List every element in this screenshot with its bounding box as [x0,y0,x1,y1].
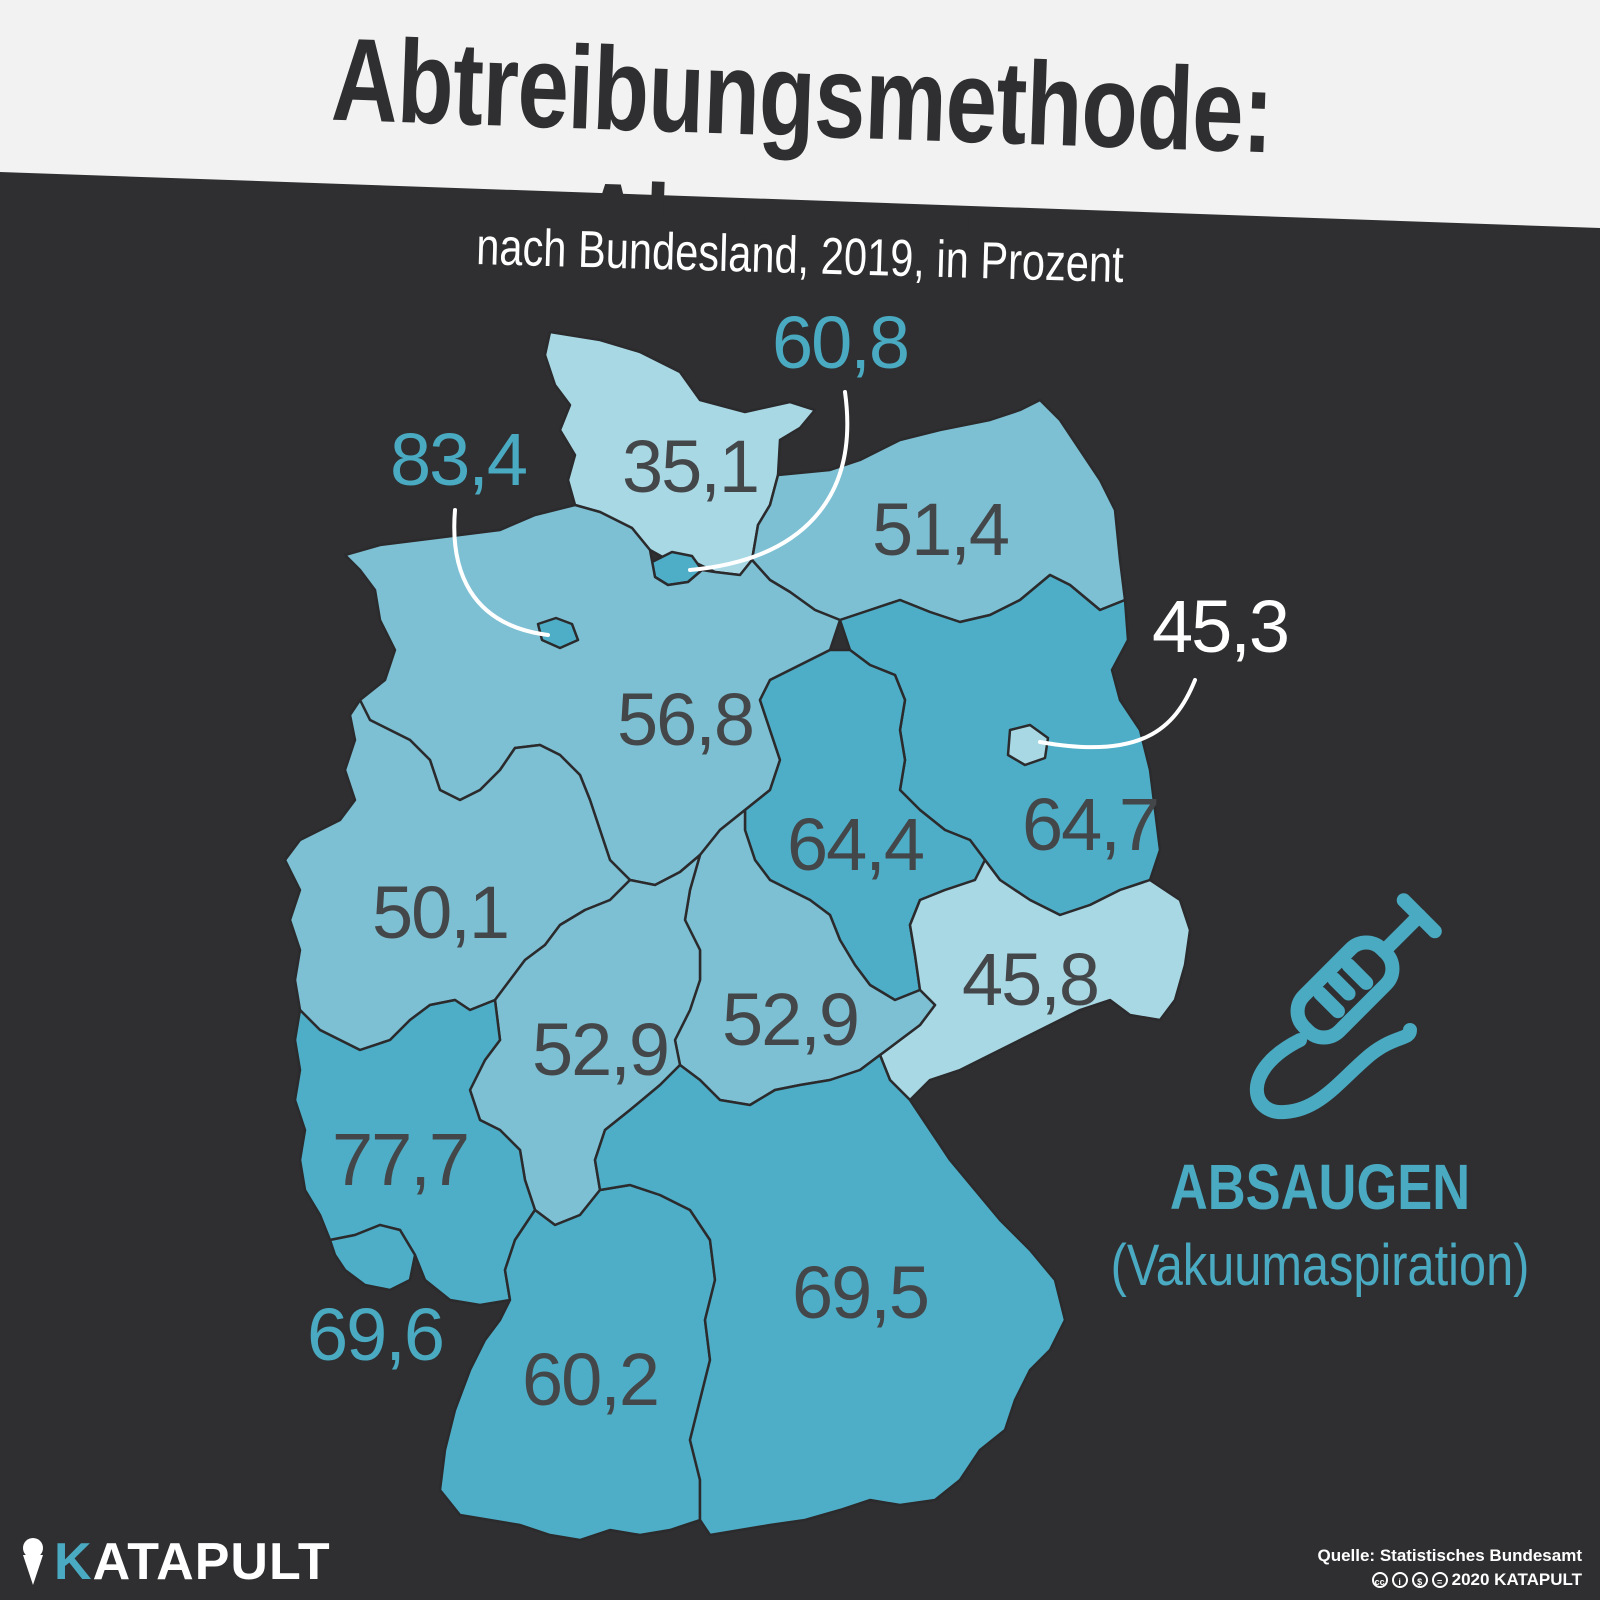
katapult-logo: KATAPULT [20,1532,331,1592]
leader-hamburg [688,390,850,572]
syringe-icon [1249,893,1442,1120]
label-hessen: 52,9 [532,1008,668,1091]
label-baden-wuerttemberg: 60,2 [522,1338,658,1421]
label-thueringen: 52,9 [722,978,858,1061]
nd-icon: = [1431,1572,1448,1588]
label-hamburg: 60,8 [772,301,908,384]
label-brandenburg: 64,7 [1022,783,1158,866]
license-row: cc i $ = 2020 KATAPULT [1317,1570,1582,1590]
state-bremen[interactable] [536,616,580,650]
label-bremen: 83,4 [390,418,526,501]
label-niedersachsen: 56,8 [617,678,753,761]
nc-icon: $ [1411,1572,1428,1588]
label-bayern: 69,5 [792,1251,928,1334]
leader-bremen [452,508,550,637]
by-icon: i [1391,1572,1408,1588]
legend-title: ABSAUGEN [1169,1151,1471,1223]
leader-berlin [1038,678,1197,750]
header-band [0,0,1600,228]
label-sachsen: 45,8 [962,938,1098,1021]
state-saarland[interactable] [328,1223,417,1292]
label-nordrhein-westfalen: 50,1 [372,871,508,954]
legend-subtitle: (Vakuumaspiration) [1110,1233,1530,1298]
source-text: Quelle: Statistisches Bundesamt [1317,1546,1582,1565]
label-rheinland-pfalz: 77,7 [332,1118,468,1201]
state-bayern[interactable] [593,1053,1067,1537]
label-saarland: 69,6 [307,1293,443,1376]
logo-text: KATAPULT [54,1533,331,1591]
label-schleswig-holstein: 35,1 [622,425,758,508]
cc-icon: cc [1371,1572,1388,1588]
state-berlin[interactable] [1006,723,1050,767]
cone-icon [23,1538,43,1585]
source-note: Quelle: Statistisches Bundesamt cc i $ =… [1317,1546,1582,1590]
label-berlin: 45,3 [1152,585,1288,668]
copyright-text: 2020 KATAPULT [1451,1570,1582,1589]
label-sachsen-anhalt: 64,4 [787,803,923,886]
label-mecklenburg-vorpommern: 51,4 [872,488,1008,571]
